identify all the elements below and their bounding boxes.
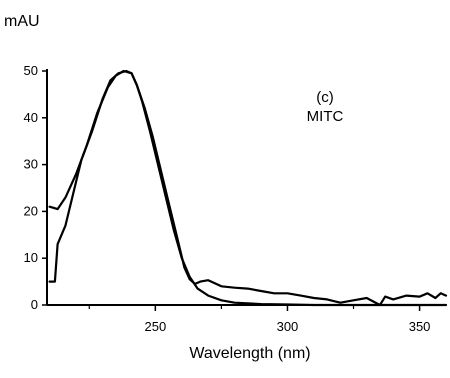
y-axis-title: mAU [4,13,40,30]
y-tick-label: 10 [24,250,38,265]
series-line-1 [48,69,448,307]
x-tick-label: 350 [409,319,431,334]
y-tick-label: 40 [24,110,38,125]
series-line-2 [48,69,448,307]
panel-label: (c) [316,89,334,106]
y-tick-label: 50 [24,63,38,78]
y-tick-label: 0 [31,297,38,312]
x-axis-title: Wavelength (nm) [189,345,310,362]
plot-area: 0 10 20 30 40 50 250 300 350 [24,63,448,334]
x-tick-label: 250 [144,319,166,334]
y-tick-label: 20 [24,203,38,218]
x-tick-label: 300 [277,319,299,334]
y-tick-label: 30 [24,157,38,172]
compound-label: MITC [307,108,344,125]
